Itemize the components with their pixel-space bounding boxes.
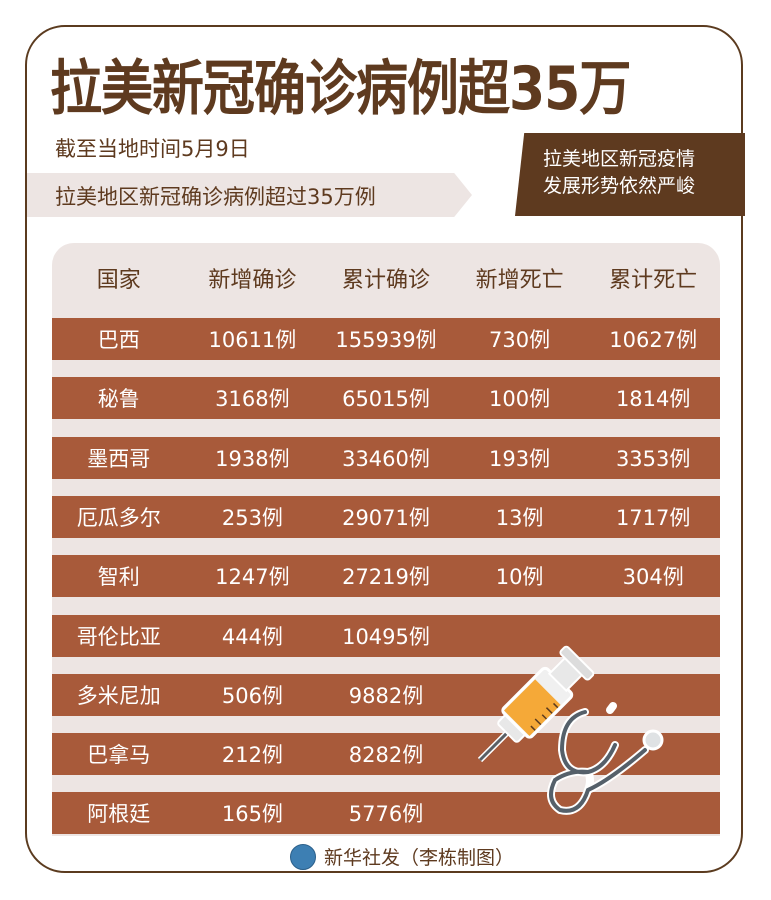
value-cell: 444例 [221, 624, 283, 649]
value-cell: 1814例 [615, 387, 691, 412]
value-cell: 3353例 [615, 446, 691, 471]
value-cell: 1938例 [215, 446, 290, 471]
value-cell: 29071例 [342, 505, 430, 530]
column-header: 新增死亡 [475, 268, 564, 293]
table-row: 厄瓜多尔 253例 29071例 13例 1717例 [52, 495, 720, 538]
table-row: 秘鲁 3168例 65015例 100例 1814例 [52, 377, 720, 420]
ribbon-text: 拉美地区新冠确诊病例超过35万例 [55, 185, 376, 209]
date-note: 截至当地时间5月9日 [55, 137, 250, 161]
value-cell: 10627例 [609, 328, 698, 352]
syringe-icon [477, 645, 595, 763]
summary-ribbon: 拉美地区新冠确诊病例超过35万例 [27, 173, 472, 217]
medical-illustration [477, 645, 664, 815]
country-cell: 巴拿马 [87, 743, 151, 768]
value-cell: 10例 [495, 565, 544, 590]
xinhua-logo-icon [290, 843, 316, 870]
value-cell: 304例 [622, 565, 684, 590]
value-cell: 27219例 [342, 565, 430, 590]
table-row: 智利 1247例 27219例 10例 304例 [52, 555, 720, 598]
value-cell: 9882例 [348, 683, 424, 708]
value-cell: 8282例 [348, 743, 424, 768]
country-cell: 阿根廷 [87, 802, 151, 827]
footer-text: 新华社发（李栋制图） [324, 847, 515, 869]
footer-credit: 新华社发（李栋制图） [290, 843, 514, 870]
value-cell: 10611例 [208, 328, 297, 352]
value-cell: 253例 [221, 505, 283, 530]
value-cell: 100例 [489, 387, 551, 412]
value-cell: 506例 [221, 683, 283, 708]
value-cell: 1247例 [215, 565, 290, 590]
value-cell: 730例 [489, 328, 551, 352]
column-header: 国家 [96, 268, 141, 293]
outer-frame [25, 25, 743, 873]
value-cell: 155939例 [335, 328, 437, 352]
column-header: 累计死亡 [609, 268, 698, 293]
column-header: 累计确诊 [341, 268, 430, 293]
value-cell: 33460例 [342, 446, 430, 471]
table-row: 巴西 10611例 155939例 730例 10627例 [52, 318, 720, 360]
value-cell: 5776例 [348, 802, 424, 827]
country-cell: 墨西哥 [87, 446, 151, 471]
country-cell: 哥伦比亚 [76, 624, 161, 649]
table-row: 阿根廷 165例 5776例 [52, 792, 720, 835]
banner-line: 拉美地区新冠疫情 [543, 148, 696, 170]
country-cell: 秘鲁 [97, 387, 140, 412]
column-header: 新增确诊 [208, 268, 297, 293]
value-cell: 65015例 [342, 387, 430, 412]
country-cell: 厄瓜多尔 [76, 505, 161, 530]
value-cell: 212例 [221, 743, 283, 768]
value-cell: 1717例 [615, 505, 691, 530]
stethoscope-icon [547, 702, 664, 815]
banner-line: 发展形势依然严峻 [543, 175, 696, 197]
table-row: 墨西哥 1938例 33460例 193例 3353例 [52, 436, 720, 479]
table-row: 巴拿马 212例 8282例 [52, 733, 720, 776]
country-cell: 智利 [97, 565, 140, 590]
value-cell: 10495例 [342, 624, 430, 649]
table-row: 哥伦比亚 444例 10495例 [52, 614, 720, 657]
value-cell: 165例 [221, 802, 283, 827]
status-banner: 拉美地区新冠疫情 发展形势依然严峻 [515, 133, 745, 216]
country-cell: 巴西 [97, 328, 140, 352]
country-cell: 多米尼加 [76, 683, 161, 708]
page-title: 拉美新冠确诊病例超35万 [50, 54, 631, 124]
value-cell: 3168例 [215, 387, 290, 412]
data-table: 国家 新增确诊 累计确诊 新增死亡 累计死亡 巴西 10611例 155939例 730例 10… [52, 243, 720, 836]
value-cell: 193例 [489, 446, 551, 471]
value-cell: 13例 [495, 505, 544, 530]
table-header: 国家 新增确诊 累计确诊 新增死亡 累计死亡 [52, 262, 720, 294]
